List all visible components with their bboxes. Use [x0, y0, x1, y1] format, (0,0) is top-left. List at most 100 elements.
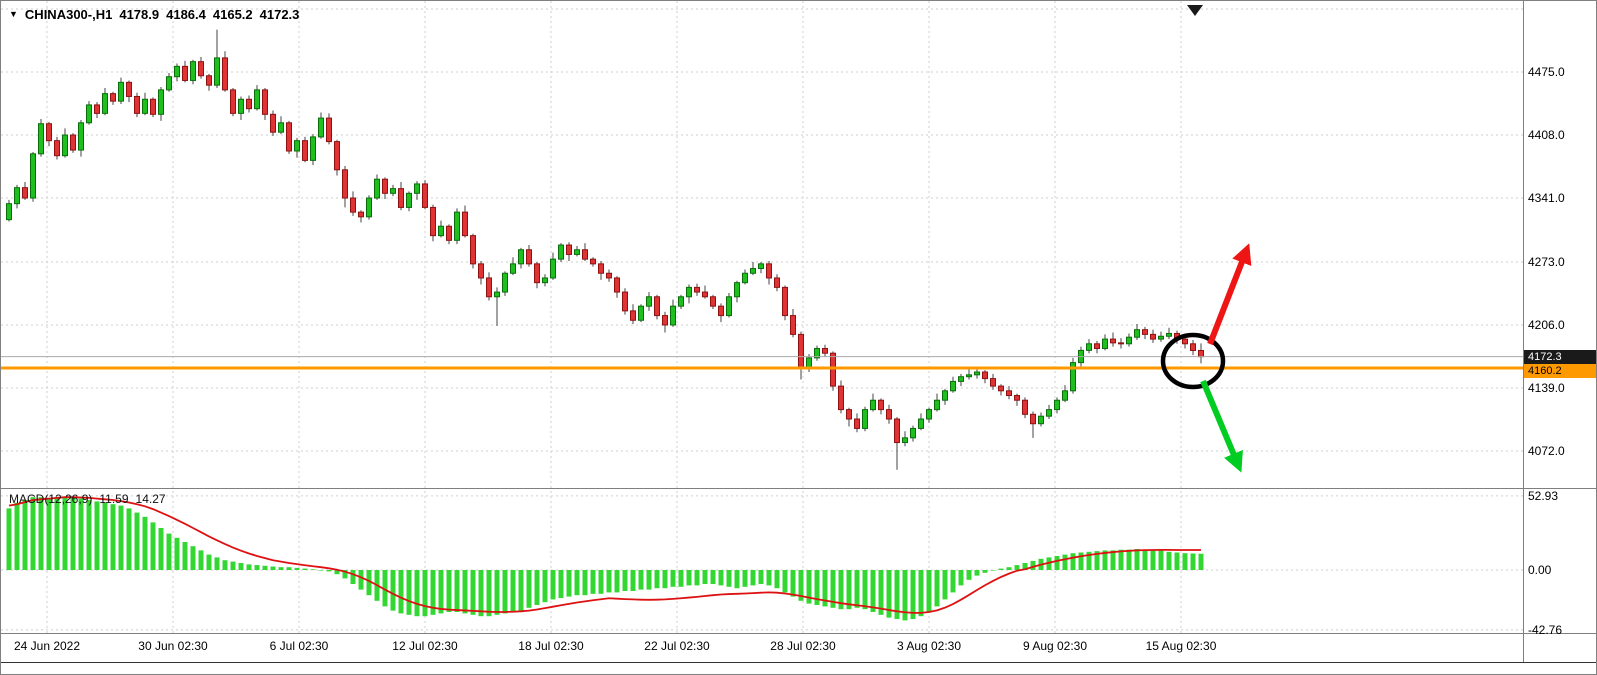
macd-histogram-bar	[646, 570, 652, 590]
macd-histogram-bar	[734, 570, 740, 589]
bear-candle	[854, 418, 860, 429]
macd-histogram-bar	[1150, 550, 1156, 570]
macd-histogram-bar	[494, 570, 500, 615]
bear-candle	[342, 169, 348, 199]
macd-histogram-bar	[302, 568, 308, 570]
macd-histogram-bar	[326, 570, 332, 572]
macd-signal-line	[8, 496, 1202, 614]
bear-candle	[614, 277, 620, 293]
bull-candle	[574, 249, 580, 255]
macd-histogram-bar	[694, 570, 700, 586]
bull-candle	[950, 380, 956, 392]
bull-candle	[910, 427, 916, 439]
bull-candle	[1158, 335, 1164, 340]
macd-histogram-bar	[454, 570, 460, 612]
macd-histogram-bar	[294, 567, 300, 570]
macd-histogram-bar	[606, 570, 612, 593]
macd-histogram-bar	[782, 570, 788, 593]
bull-candle	[310, 136, 316, 161]
chart-shift-marker-icon[interactable]	[1187, 5, 1203, 16]
bear-candle	[846, 409, 852, 420]
price-axis[interactable]	[1524, 1, 1596, 662]
bull-candle	[254, 89, 260, 110]
bull-candle	[686, 286, 692, 298]
macd-histogram-bar	[1158, 550, 1164, 570]
bull-candle	[166, 76, 172, 91]
macd-histogram-bar	[94, 501, 100, 570]
bear-candle	[630, 310, 636, 321]
macd-histogram-bar	[1014, 565, 1020, 570]
symbol-dropdown-icon[interactable]: ▼	[9, 9, 18, 19]
bear-candle	[590, 258, 596, 265]
macd-histogram-bar	[222, 560, 228, 570]
macd-histogram-bar	[534, 570, 540, 605]
bull-candle	[14, 187, 20, 205]
macd-histogram-bar	[1062, 554, 1068, 570]
macd-histogram-bar	[382, 570, 388, 607]
bear-candle	[1110, 338, 1116, 344]
bull-candle	[558, 244, 564, 260]
bear-candle	[782, 286, 788, 317]
bear-candle	[1150, 333, 1156, 340]
bear-candle	[766, 263, 772, 279]
macd-histogram-bar	[470, 570, 476, 615]
macd-histogram-bar	[598, 570, 604, 594]
bear-candle	[718, 305, 724, 317]
macd-histogram-bar	[1134, 549, 1140, 570]
bear-candle	[430, 206, 436, 237]
macd-histogram-bar	[262, 565, 268, 570]
macd-histogram-bar	[366, 570, 372, 596]
macd-histogram-bar	[1094, 551, 1100, 570]
bear-candle	[710, 296, 716, 307]
macd-histogram-bar	[654, 570, 660, 589]
bullish-scenario-arrow[interactable]	[1207, 243, 1252, 346]
macd-histogram-bar	[662, 570, 668, 589]
macd-histogram-bar	[630, 570, 636, 591]
bear-candle	[230, 89, 236, 114]
bear-candle	[270, 113, 276, 133]
macd-histogram-bar	[798, 570, 804, 601]
macd-histogram-bar	[230, 561, 236, 570]
bull-candle	[510, 263, 516, 274]
bear-candle	[94, 104, 100, 114]
bear-candle	[1014, 395, 1020, 401]
bear-candle	[822, 347, 828, 354]
price-lines	[1, 356, 1523, 370]
bull-candle	[278, 122, 284, 133]
highlight-circle[interactable]	[1160, 332, 1226, 390]
macd-histogram-bar	[198, 550, 204, 570]
bear-candle	[46, 123, 52, 142]
bull-candle	[102, 93, 108, 114]
bearish-scenario-arrow[interactable]	[1200, 379, 1243, 473]
macd-histogram-bar	[46, 498, 52, 570]
macd-histogram-bar	[150, 522, 156, 570]
time-axis[interactable]	[1, 634, 1523, 662]
macd-histogram-bar	[318, 570, 324, 571]
bear-candle	[582, 249, 588, 260]
macd-histogram-bar	[718, 570, 724, 586]
macd-histogram-bar	[710, 570, 716, 584]
bull-candle	[502, 272, 508, 293]
bear-candle	[622, 291, 628, 312]
bull-candle	[926, 409, 932, 420]
symbol-ohlc-header: ▼ CHINA300-,H1 4178.9 4186.4 4165.2 4172.3	[9, 7, 306, 22]
macd-histogram-bar	[1198, 553, 1204, 570]
bull-candle	[1062, 390, 1068, 401]
bear-candle	[110, 93, 116, 102]
ohlc-high: 4186.4	[166, 7, 206, 22]
macd-histogram-bar	[1110, 550, 1116, 570]
bear-candle	[382, 178, 388, 194]
macd-histogram-bar	[574, 570, 580, 596]
bull-candle	[542, 277, 548, 284]
bear-candle	[526, 249, 532, 265]
macd-histogram-bar	[1166, 551, 1172, 570]
bull-candle	[238, 98, 244, 114]
macd-histogram-bar	[62, 496, 68, 570]
bear-candle	[830, 352, 836, 387]
bear-candle	[470, 235, 476, 265]
macd-histogram-bar	[134, 512, 140, 570]
bear-candle	[998, 385, 1004, 392]
bull-candle	[734, 282, 740, 298]
